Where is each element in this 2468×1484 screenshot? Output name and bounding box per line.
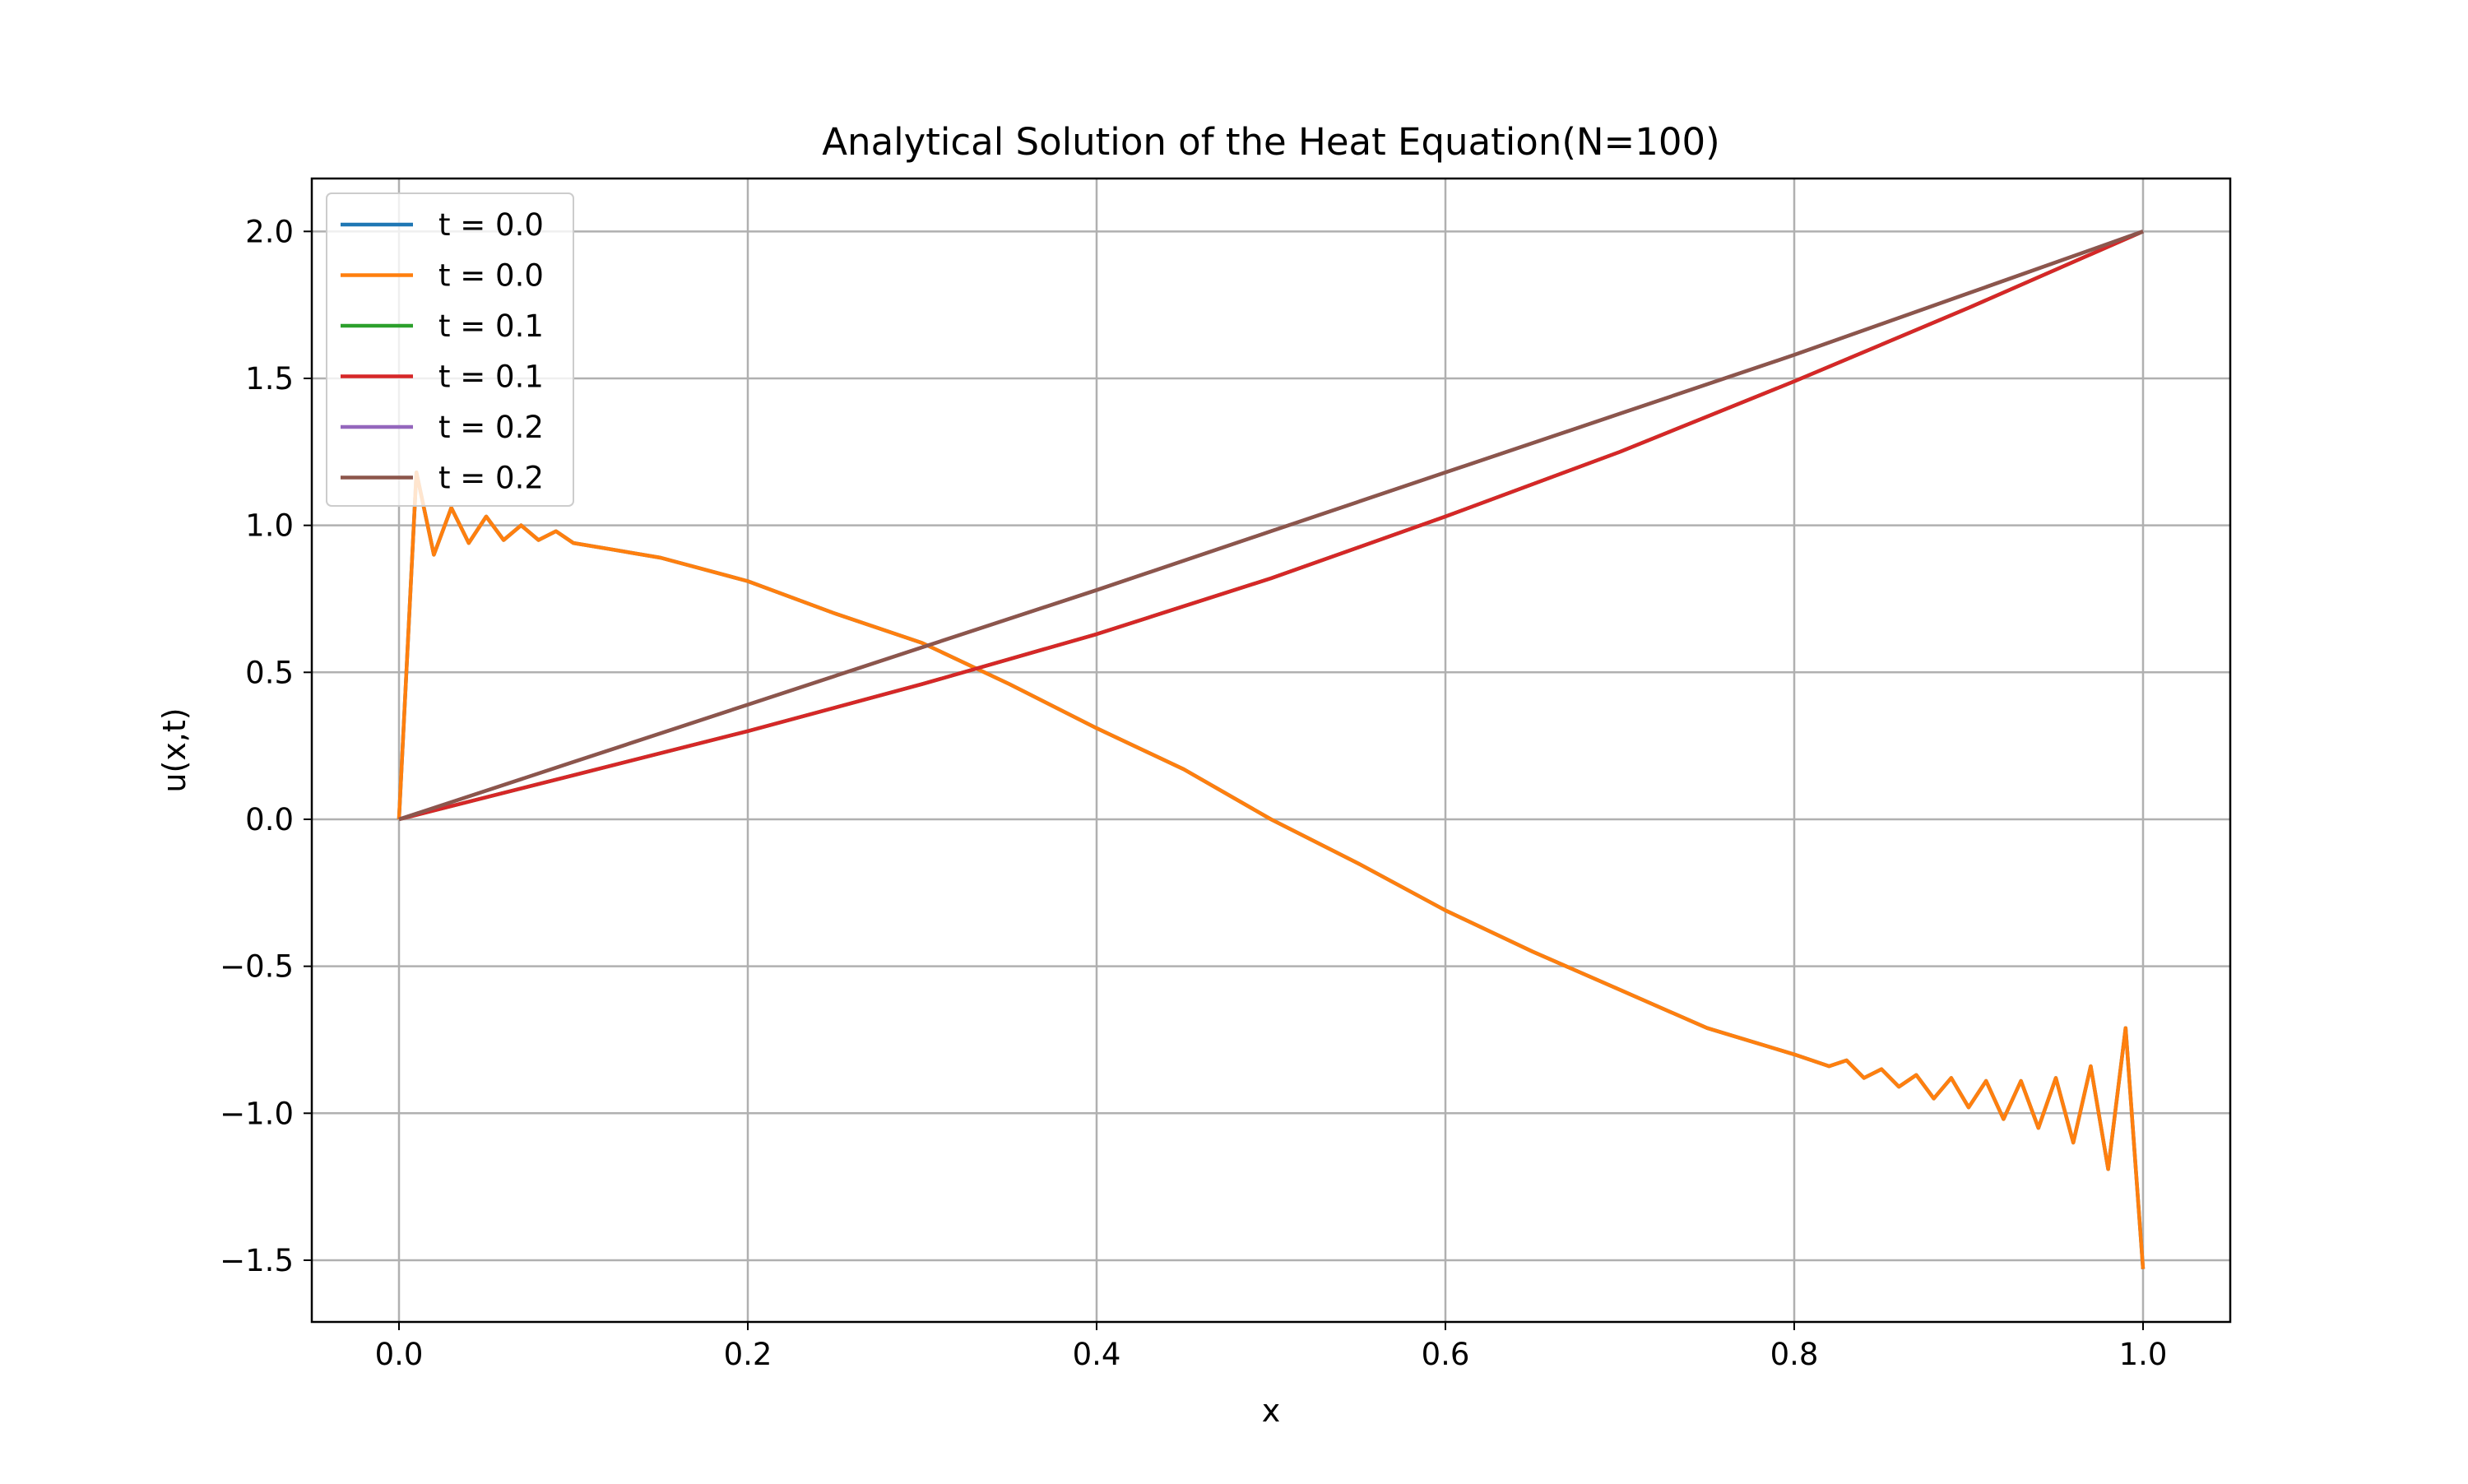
y-tick-label: 1.0	[245, 508, 294, 544]
axes-frame	[310, 177, 2232, 1324]
y-tick-label: 0.5	[245, 655, 294, 690]
y-tick-label: −1.0	[220, 1096, 294, 1131]
y-tick-label: 0.0	[245, 802, 294, 837]
ticks: 0.0 0.2 0.4 0.6 0.8 1.0 −1.5 −1.0 −0.5 0.0 0.5 1.0 1…	[220, 214, 2167, 1372]
x-tick-label: 0.4	[1073, 1337, 1121, 1372]
legend-label: t = 0.0	[438, 258, 544, 294]
series-line-5	[398, 230, 2144, 822]
series-layer	[397, 230, 2146, 1269]
legend-label: t = 0.2	[438, 410, 544, 445]
x-tick-label: 0.6	[1422, 1337, 1470, 1372]
chart-title: Analytical Solution of the Heat Equation…	[822, 120, 1719, 164]
series-line-3	[398, 230, 2144, 822]
legend-label: t = 0.1	[438, 308, 544, 344]
series-line-1	[397, 471, 2146, 1269]
x-tick-label: 1.0	[2119, 1337, 2168, 1372]
legend-label: t = 0.0	[438, 207, 544, 243]
x-axis-label: x	[1262, 1393, 1281, 1429]
y-tick-label: 1.5	[245, 361, 294, 397]
y-tick-label: 2.0	[245, 214, 294, 249]
y-axis-label: u(x,t)	[156, 707, 193, 792]
legend-label: t = 0.1	[438, 359, 544, 395]
y-tick-label: −0.5	[220, 949, 294, 985]
legend: t = 0.0 t = 0.0 t = 0.1 t = 0.1 t = 0.2 t = 0…	[326, 192, 574, 507]
x-tick-label: 0.0	[375, 1337, 424, 1372]
y-tick-label: −1.5	[220, 1243, 294, 1278]
x-tick-label: 0.8	[1770, 1337, 1819, 1372]
legend-label: t = 0.2	[438, 461, 544, 496]
x-tick-label: 0.2	[724, 1337, 772, 1372]
